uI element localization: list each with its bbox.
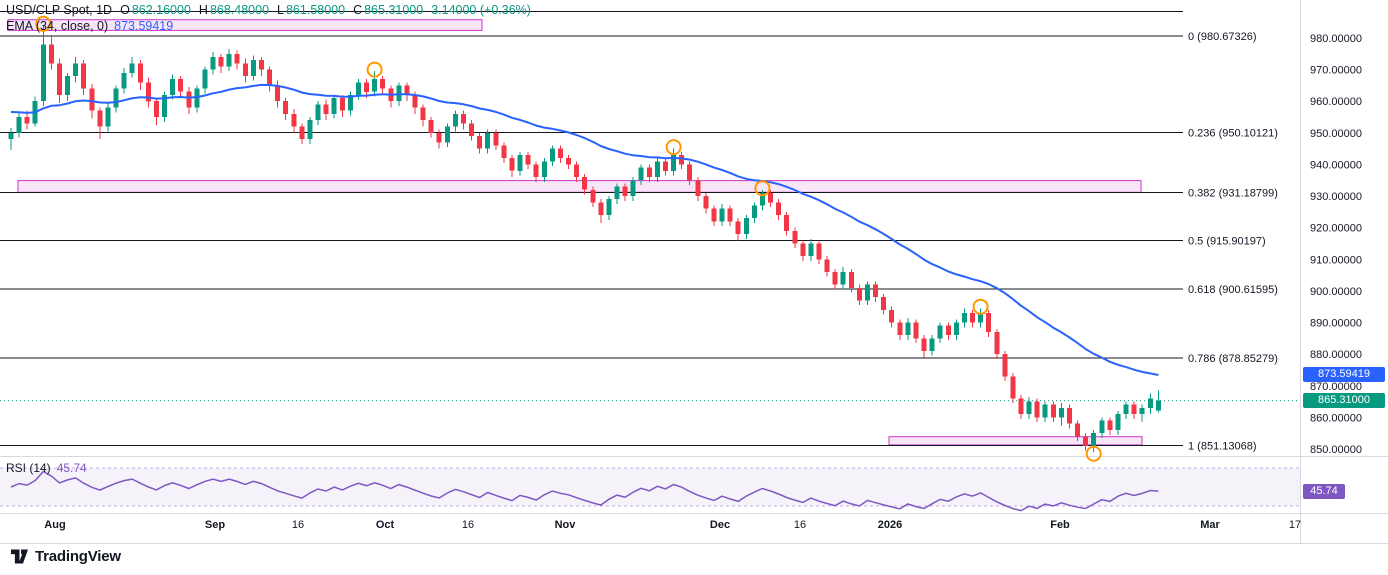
price-tick-label: 890.00000 [1310,318,1362,330]
last-price-axis-label: 865.31000 [1303,393,1385,409]
price-tick-label: 960.00000 [1310,96,1362,108]
time-tick-label: Dec [710,519,730,531]
high-label: H [198,3,208,17]
time-tick-label: Mar [1200,519,1220,531]
price-tick-label: 950.00000 [1310,128,1362,140]
close-value: 865.31000 [364,3,424,17]
rsi-band [0,468,1300,506]
price-tick-label: 910.00000 [1310,254,1362,266]
rsi-line[interactable] [10,470,1159,512]
circle-marker[interactable] [366,61,383,78]
circle-marker[interactable] [754,180,771,197]
rsi-value: 45.74 [56,461,87,475]
fib-level-label: 0.786 (878.85279) [1188,353,1278,365]
time-tick-label: 17 [1289,519,1301,531]
ema-legend[interactable]: EMA (34, close, 0) 873.59419 [6,19,173,33]
tradingview-logo-text: TradingView [35,548,121,565]
ema-line[interactable] [10,83,1159,376]
fib-level-label: 0 (980.67326) [1188,31,1257,43]
ema-value: 873.59419 [114,19,174,33]
ema-label: EMA (34, close, 0) [6,19,109,33]
price-zone[interactable] [888,436,1143,446]
price-tick-label: 870.00000 [1310,381,1362,393]
time-tick-label: Sep [205,519,225,531]
rsi-legend[interactable]: RSI (14) 45.74 [6,461,87,475]
time-tick-label: Nov [555,519,577,531]
price-tick-label: 940.00000 [1310,160,1362,172]
time-tick-label: Oct [376,519,395,531]
tradingview-logo-icon [11,549,28,564]
price-zone[interactable] [17,180,1142,193]
price-tick-label: 930.00000 [1310,191,1362,203]
price-tick-label: 970.00000 [1310,65,1362,77]
low-label: L [277,3,284,17]
open-label: O [120,3,130,17]
tradingview-logo[interactable]: TradingView [10,548,121,565]
fib-level-label: 0.618 (900.61595) [1188,284,1278,296]
time-tick-label: 2026 [878,519,902,531]
fib-level-label: 0.236 (950.10121) [1188,128,1278,140]
rsi-axis-label: 45.74 [1303,483,1345,499]
low-value: 861.58000 [285,3,346,17]
price-tick-label: 860.00000 [1310,412,1362,424]
change-value: 3.14000 (+0.36%) [431,3,531,17]
circle-marker[interactable] [972,298,989,315]
open-value: 862.16000 [131,3,191,17]
time-tick-label: 16 [794,519,806,531]
time-tick-label: Feb [1050,519,1070,531]
symbol-title[interactable]: USD/CLP Spot, 1D [6,3,113,17]
price-tick-label: 850.00000 [1310,444,1362,456]
fib-level-label: 0.5 (915.90197) [1188,236,1266,248]
circle-marker[interactable] [1085,445,1102,462]
circle-marker[interactable] [35,15,52,32]
ema-price-axis-label: 873.59419 [1303,366,1385,382]
rsi-label: RSI (14) [6,461,51,475]
price-tick-label: 900.00000 [1310,286,1362,298]
time-tick-label: Aug [44,519,65,531]
fib-level-label: 0.382 (931.18799) [1188,187,1278,199]
price-zone[interactable] [7,19,483,31]
symbol-legend[interactable]: USD/CLP Spot, 1D O 862.16000 H 868.48000 L… [6,3,531,17]
time-axis[interactable]: Aug Sep 16 Oct 16 Nov Dec 16 2026 Feb Mar 17 [44,519,1301,531]
price-tick-label: 880.00000 [1310,349,1362,361]
price-tick-label: 980.00000 [1310,33,1362,45]
candlestick-series[interactable] [8,25,1161,453]
ohlc-readout: O 862.16000 [120,3,191,17]
time-tick-label: 16 [462,519,474,531]
circle-marker[interactable] [665,139,682,156]
high-value: 868.48000 [209,3,270,17]
time-tick-label: 16 [292,519,304,531]
price-tick-label: 920.00000 [1310,223,1362,235]
close-label: C [353,3,363,17]
fib-level-label: 1 (851.13068) [1188,440,1257,452]
price-axis[interactable]: 980.00000 970.00000 960.00000 950.00000 940.… [1310,33,1362,456]
